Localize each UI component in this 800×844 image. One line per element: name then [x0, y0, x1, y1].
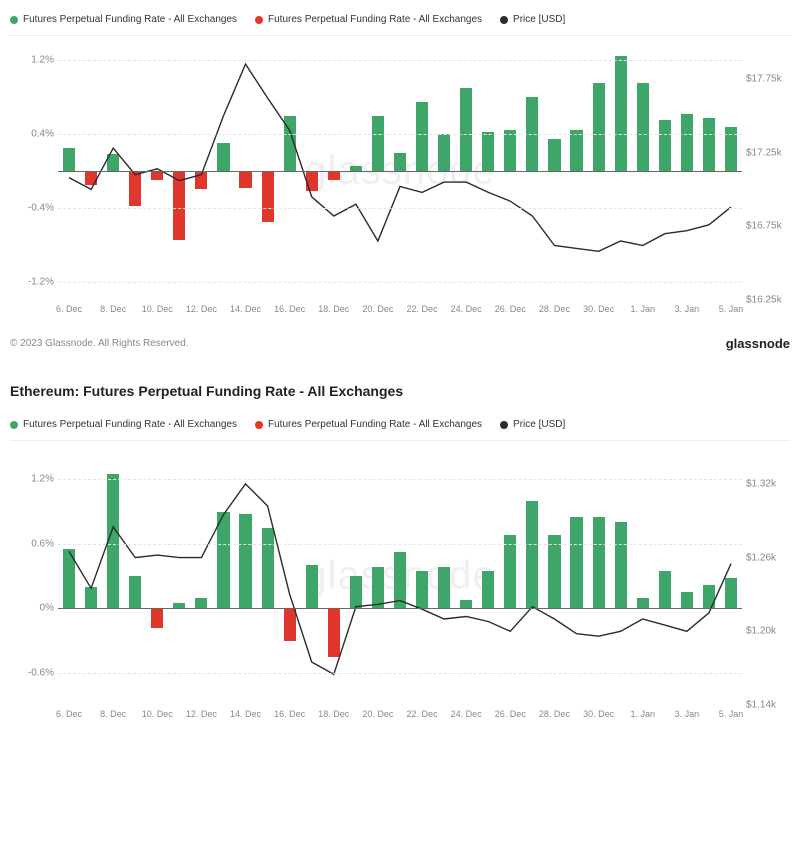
legend-label-negative: Futures Perpetual Funding Rate - All Exc…	[268, 14, 482, 25]
y-right-tick: $16.25k	[746, 295, 790, 306]
legend-label-positive: Futures Perpetual Funding Rate - All Exc…	[23, 14, 237, 25]
y-left-tick: 1.2%	[10, 474, 54, 485]
x-tick: 1. Jan	[630, 709, 655, 719]
y-left-tick: 0%	[10, 603, 54, 614]
plot: glassnode	[58, 447, 742, 705]
plot-area: glassnode -1.2% -0.4% 0.4% 1.2% $16.25k $16.…	[10, 42, 790, 322]
x-tick: 16. Dec	[274, 709, 305, 719]
legend-item-positive: Futures Perpetual Funding Rate - All Exc…	[10, 419, 237, 430]
legend-item-negative: Futures Perpetual Funding Rate - All Exc…	[255, 14, 482, 25]
x-tick: 30. Dec	[583, 304, 614, 314]
x-tick: 28. Dec	[539, 304, 570, 314]
y-right-tick: $1.26k	[746, 552, 790, 563]
x-tick: 14. Dec	[230, 304, 261, 314]
legend-dot-positive	[10, 421, 18, 429]
legend-label-positive: Futures Perpetual Funding Rate - All Exc…	[23, 419, 237, 430]
x-tick: 12. Dec	[186, 709, 217, 719]
copyright-text: © 2023 Glassnode. All Rights Reserved.	[10, 338, 189, 349]
x-tick: 6. Dec	[56, 304, 82, 314]
legend-dot-negative	[255, 16, 263, 24]
x-axis: 6. Dec 8. Dec 10. Dec 12. Dec 14. Dec 16. Dec…	[58, 302, 742, 322]
x-tick: 12. Dec	[186, 304, 217, 314]
chart-2: Futures Perpetual Funding Rate - All Exc…	[0, 405, 800, 733]
x-tick: 24. Dec	[451, 304, 482, 314]
x-tick: 18. Dec	[318, 709, 349, 719]
x-tick: 3. Jan	[675, 709, 700, 719]
x-tick: 30. Dec	[583, 709, 614, 719]
x-tick: 8. Dec	[100, 304, 126, 314]
chart-footer: © 2023 Glassnode. All Rights Reserved. g…	[0, 328, 800, 365]
y-right-tick: $1.32k	[746, 478, 790, 489]
x-tick: 22. Dec	[407, 709, 438, 719]
x-tick: 28. Dec	[539, 709, 570, 719]
x-tick: 3. Jan	[675, 304, 700, 314]
y-right-tick: $16.75k	[746, 221, 790, 232]
plot-area: glassnode -0.6% 0% 0.6% 1.2% $1.14k $1.20k $1…	[10, 447, 790, 727]
legend-item-negative: Futures Perpetual Funding Rate - All Exc…	[255, 419, 482, 430]
brand-text: glassnode	[726, 336, 790, 351]
legend-label-negative: Futures Perpetual Funding Rate - All Exc…	[268, 419, 482, 430]
y-right-tick: $17.75k	[746, 73, 790, 84]
chart-2-title: Ethereum: Futures Perpetual Funding Rate…	[10, 383, 800, 399]
legend-dot-positive	[10, 16, 18, 24]
y-right-tick: $1.14k	[746, 700, 790, 711]
legend-dot-negative	[255, 421, 263, 429]
x-tick: 6. Dec	[56, 709, 82, 719]
x-tick: 1. Jan	[630, 304, 655, 314]
x-tick: 5. Jan	[719, 304, 744, 314]
y-left-tick: -0.6%	[10, 667, 54, 678]
y-right-tick: $1.20k	[746, 626, 790, 637]
x-tick: 22. Dec	[407, 304, 438, 314]
x-tick: 24. Dec	[451, 709, 482, 719]
y-right-tick: $17.25k	[746, 147, 790, 158]
plot: glassnode	[58, 42, 742, 300]
legend-label-price: Price [USD]	[513, 419, 565, 430]
x-tick: 26. Dec	[495, 709, 526, 719]
y-left-tick: 1.2%	[10, 55, 54, 66]
x-tick: 20. Dec	[362, 709, 393, 719]
legend-dot-price	[500, 16, 508, 24]
x-tick: 14. Dec	[230, 709, 261, 719]
y-left-tick: 0.6%	[10, 538, 54, 549]
legend: Futures Perpetual Funding Rate - All Exc…	[10, 415, 790, 441]
x-tick: 18. Dec	[318, 304, 349, 314]
x-tick: 20. Dec	[362, 304, 393, 314]
legend-item-price: Price [USD]	[500, 14, 565, 25]
legend: Futures Perpetual Funding Rate - All Exc…	[10, 10, 790, 36]
y-left-tick: -0.4%	[10, 202, 54, 213]
y-left-tick: 0.4%	[10, 129, 54, 140]
x-axis: 6. Dec 8. Dec 10. Dec 12. Dec 14. Dec 16. Dec…	[58, 707, 742, 727]
legend-label-price: Price [USD]	[513, 14, 565, 25]
x-tick: 8. Dec	[100, 709, 126, 719]
legend-item-positive: Futures Perpetual Funding Rate - All Exc…	[10, 14, 237, 25]
x-tick: 10. Dec	[142, 304, 173, 314]
chart-1: Futures Perpetual Funding Rate - All Exc…	[0, 0, 800, 328]
x-tick: 26. Dec	[495, 304, 526, 314]
x-tick: 16. Dec	[274, 304, 305, 314]
legend-item-price: Price [USD]	[500, 419, 565, 430]
x-tick: 10. Dec	[142, 709, 173, 719]
legend-dot-price	[500, 421, 508, 429]
price-line	[58, 447, 742, 705]
y-left-tick: -1.2%	[10, 276, 54, 287]
x-tick: 5. Jan	[719, 709, 744, 719]
